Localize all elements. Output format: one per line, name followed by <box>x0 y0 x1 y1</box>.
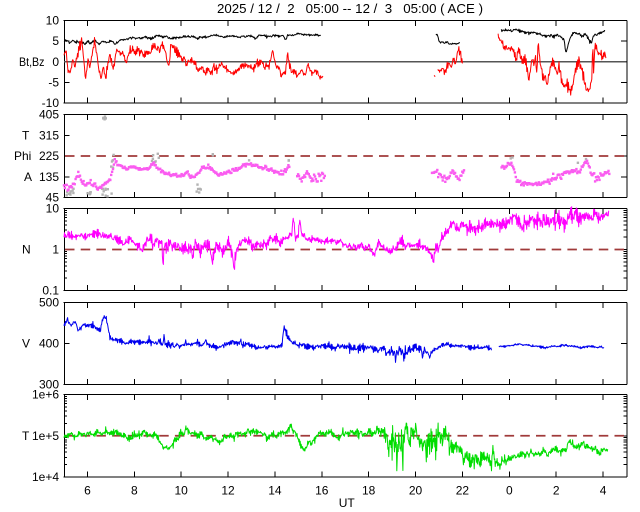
svg-text:T: T <box>22 429 30 443</box>
svg-text:1e+6: 1e+6 <box>32 388 59 402</box>
svg-text:2: 2 <box>553 484 560 498</box>
svg-text:315: 315 <box>39 128 59 142</box>
svg-text:135: 135 <box>39 170 59 184</box>
svg-text:16: 16 <box>315 484 329 498</box>
svg-text:0: 0 <box>52 55 59 69</box>
svg-text:225: 225 <box>39 149 59 163</box>
svg-text:22: 22 <box>456 484 470 498</box>
svg-text:4: 4 <box>600 484 607 498</box>
svg-text:12: 12 <box>221 484 235 498</box>
svg-text:A: A <box>24 170 32 184</box>
svg-text:Bt,Bz: Bt,Bz <box>19 55 45 69</box>
svg-text:400: 400 <box>39 337 59 351</box>
svg-text:-5: -5 <box>48 75 59 89</box>
svg-text:300: 300 <box>39 378 59 392</box>
svg-text:1e+4: 1e+4 <box>32 470 59 484</box>
svg-text:T: T <box>22 128 30 142</box>
svg-text:5: 5 <box>52 34 59 48</box>
svg-text:N: N <box>22 243 31 257</box>
svg-text:UT: UT <box>339 496 356 510</box>
svg-text:Phi: Phi <box>14 149 31 163</box>
svg-text:10: 10 <box>46 14 60 28</box>
svg-text:18: 18 <box>362 484 376 498</box>
svg-text:2025 / 12 / 2 05:00 -- 12 /: 2025 / 12 / 2 05:00 -- 12 / 3 05:00 ( AC… <box>217 1 483 16</box>
svg-text:0: 0 <box>506 484 513 498</box>
svg-text:-10: -10 <box>42 96 60 110</box>
svg-text:500: 500 <box>39 296 59 310</box>
svg-text:6: 6 <box>84 484 91 498</box>
svg-text:405: 405 <box>39 108 59 122</box>
svg-text:10: 10 <box>46 202 60 216</box>
svg-text:8: 8 <box>131 484 138 498</box>
svg-text:10: 10 <box>175 484 189 498</box>
svg-text:1e+5: 1e+5 <box>32 429 59 443</box>
svg-text:14: 14 <box>268 484 282 498</box>
svg-text:V: V <box>22 337 30 351</box>
svg-text:1: 1 <box>52 243 59 257</box>
svg-text:45: 45 <box>46 191 60 205</box>
svg-text:0.1: 0.1 <box>42 284 59 298</box>
svg-text:20: 20 <box>409 484 423 498</box>
